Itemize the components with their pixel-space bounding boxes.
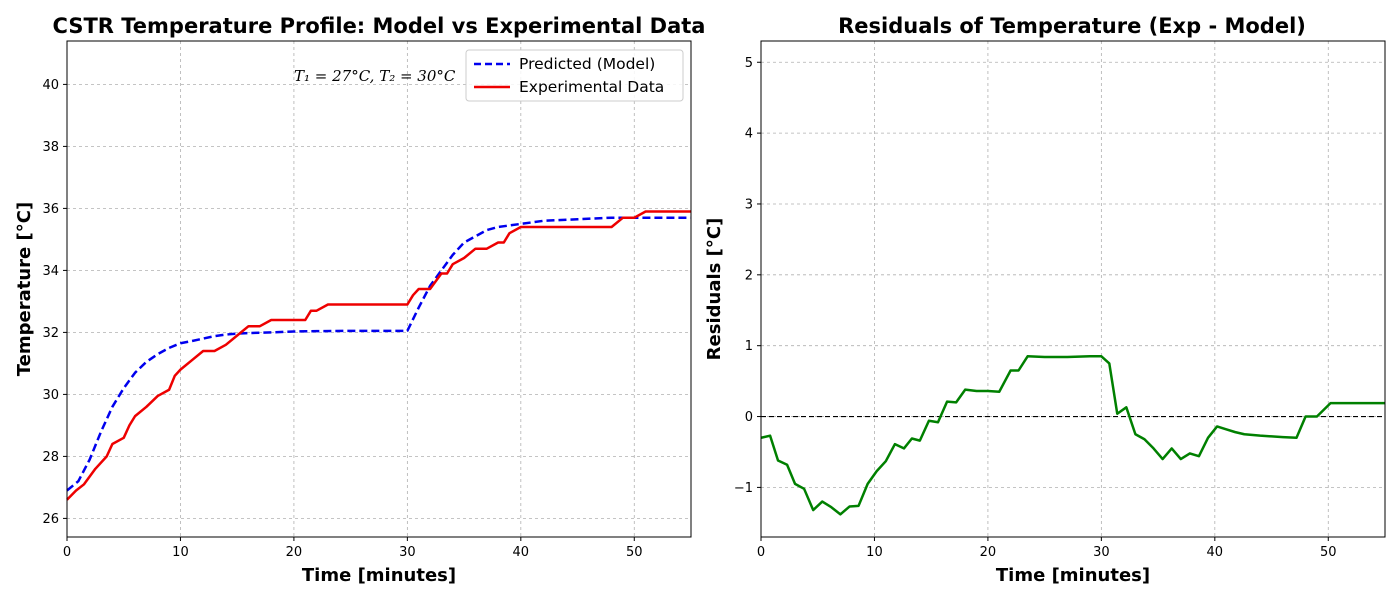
y-tick-label: 26: [42, 512, 59, 527]
legend-label-predicted: Predicted (Model): [519, 55, 655, 73]
x-tick-label: 30: [1093, 545, 1110, 560]
x-tick-label: 50: [1320, 545, 1337, 560]
x-tick-label: 10: [866, 545, 883, 560]
legend: Predicted (Model) Experimental Data: [465, 49, 684, 102]
tick-labels: 0 10 20 30 40 50 −1 0 1 2 3 4 5: [734, 56, 1337, 560]
x-tick-label: 40: [1207, 545, 1224, 560]
x-tick-label: 0: [757, 545, 765, 560]
x-tick-label: 20: [980, 545, 997, 560]
grid: [760, 41, 1385, 537]
y-tick-label: 40: [42, 78, 59, 93]
y-tick-label: 34: [42, 264, 59, 279]
tick-labels: 0 10 20 30 40 50 26 28 30 32 34 36 38 40: [42, 78, 642, 560]
x-tick-label: 30: [399, 545, 416, 560]
y-tick-label: 4: [745, 127, 753, 142]
y-axis-label: Temperature [°C]: [14, 202, 35, 376]
chart-title: Residuals of Temperature (Exp - Model): [838, 14, 1306, 38]
y-tick-label: 32: [42, 326, 59, 341]
x-tick-label: 0: [63, 545, 71, 560]
x-tick-label: 50: [626, 545, 643, 560]
y-tick-label: 5: [745, 56, 753, 71]
y-tick-label: 28: [42, 450, 59, 465]
x-axis-label: Time [minutes]: [996, 565, 1150, 586]
plot-frame: [760, 40, 1386, 538]
y-tick-label: −1: [734, 481, 753, 496]
y-tick-label: 0: [745, 410, 753, 425]
series-line-experimental-data: [66, 210, 691, 501]
x-tick-label: 20: [286, 545, 303, 560]
x-axis-label: Time [minutes]: [302, 565, 456, 586]
residuals-panel: Residuals of Temperature (Exp - Model) 0…: [704, 14, 1386, 586]
temperature-profile-panel: CSTR Temperature Profile: Model vs Exper…: [14, 14, 705, 586]
grid: [66, 41, 691, 537]
temperature-annotation: T₁ = 27°C, T₂ = 30°C: [294, 67, 456, 85]
x-tick-label: 10: [172, 545, 189, 560]
series-group: [760, 355, 1385, 516]
x-tick-label: 40: [513, 545, 530, 560]
y-axis-label: Residuals [°C]: [704, 218, 725, 361]
y-tick-label: 1: [745, 339, 753, 354]
legend-label-experimental: Experimental Data: [519, 78, 664, 96]
series-line-residuals: [760, 355, 1385, 516]
y-tick-label: 36: [42, 202, 59, 217]
series-line-predicted-model: [66, 216, 691, 492]
y-tick-label: 3: [745, 197, 753, 212]
chart-title: CSTR Temperature Profile: Model vs Exper…: [53, 14, 706, 38]
legend-box: [465, 49, 684, 102]
y-tick-label: 2: [745, 268, 753, 283]
y-tick-label: 30: [42, 388, 59, 403]
series-group: [66, 210, 691, 501]
y-tick-label: 38: [42, 140, 59, 155]
plot-frame: [66, 40, 692, 538]
